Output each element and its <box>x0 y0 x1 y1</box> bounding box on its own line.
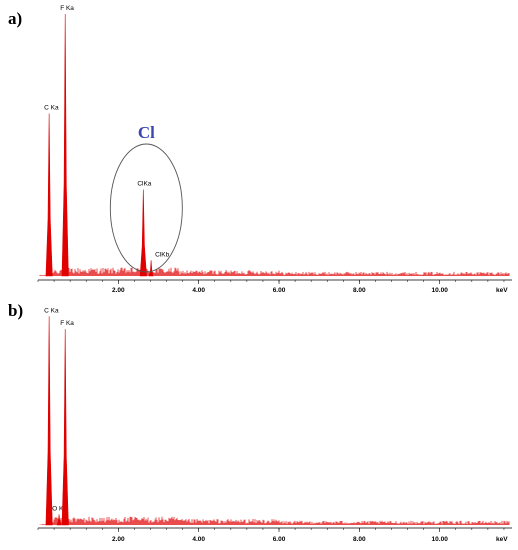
x-tick-label: 6.00 <box>273 287 286 294</box>
spectrum-noise <box>39 267 510 276</box>
peak-f-ka <box>61 13 69 277</box>
peak-label: F Ka <box>60 5 74 12</box>
x-tick-label: 8.00 <box>353 536 366 543</box>
peak-label: C Ka <box>44 307 59 314</box>
peak-label: ClKa <box>137 181 151 188</box>
peak-label: F Ka <box>60 320 74 327</box>
x-tick-label: 8.00 <box>353 287 366 294</box>
x-axis-unit-label: keV <box>496 536 508 543</box>
peak-c-ka <box>45 316 53 526</box>
x-tick-label: 2.00 <box>112 287 125 294</box>
cl-highlight-ellipse <box>109 143 183 273</box>
x-tick-label: 10.00 <box>432 287 449 294</box>
peak-label: O Ka <box>52 505 67 512</box>
panel-label: b) <box>8 301 23 320</box>
x-tick-label: 4.00 <box>192 287 205 294</box>
x-tick-label: 4.00 <box>192 536 205 543</box>
x-tick-label: 10.00 <box>432 536 449 543</box>
cl-annotation-label: Cl <box>138 123 155 142</box>
x-axis-unit-label: keV <box>496 287 508 294</box>
spectrum-panel-b: b) C Ka O Ka F Ka 2.00 4.00 6.00 8.00 10.00 keV <box>8 301 512 543</box>
spectrum-panel-a: a) C Ka F Ka ClKa ClKb 2.00 4.00 6.00 8.00 10.00 k… <box>8 5 512 294</box>
peak-c-ka <box>45 113 53 277</box>
x-tick-label: 2.00 <box>112 536 125 543</box>
peak-f-ka <box>61 329 69 526</box>
peak-o-ka <box>56 514 62 526</box>
peak-label: C Ka <box>44 105 59 112</box>
spectrum-noise <box>39 516 510 525</box>
peak-label: ClKb <box>155 251 169 258</box>
x-tick-label: 6.00 <box>273 536 286 543</box>
peak-clkb <box>148 260 154 277</box>
peak-clka <box>139 189 147 277</box>
panel-label: a) <box>8 9 22 28</box>
